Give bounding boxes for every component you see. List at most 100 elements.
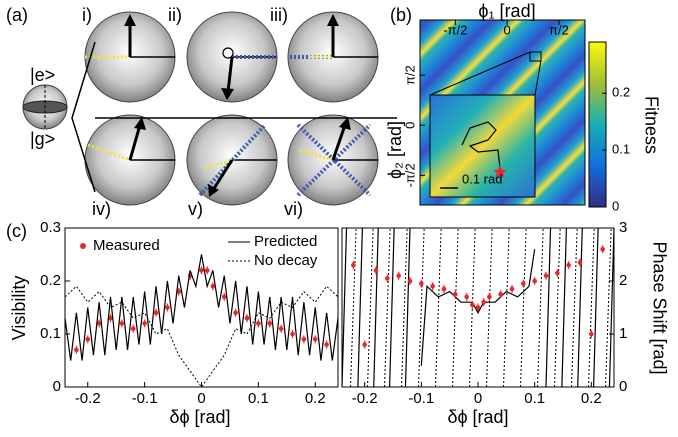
legend-label: Predicted (254, 233, 317, 250)
x-tick-label: -0.2 (352, 390, 378, 407)
y-tick-label: π/2 (402, 65, 417, 85)
panel-label: (c) (6, 221, 27, 241)
data-point (521, 281, 526, 286)
x-axis-label: δϕ [rad] (169, 407, 230, 427)
data-point (142, 321, 147, 326)
data-point (204, 268, 210, 273)
data-point (119, 321, 125, 326)
data-point (487, 294, 492, 300)
data-point (199, 268, 204, 273)
data-point (153, 310, 159, 316)
data-point (244, 315, 250, 321)
data-point (221, 294, 227, 300)
data-point (233, 310, 238, 316)
data-point (481, 299, 486, 305)
bloch-spheres (22, 11, 397, 206)
data-point (385, 276, 390, 281)
data-point (324, 342, 329, 347)
heatmap-frame (419, 19, 586, 206)
x-axis-label: δϕ [rad] (447, 407, 508, 427)
y2-axis-label: Phase Shift [rad] (649, 241, 669, 374)
subpanel-label: v) (188, 199, 203, 219)
state-label: |g> (30, 129, 55, 149)
data-point (532, 278, 537, 284)
data-point (176, 289, 182, 294)
data-point (312, 337, 318, 342)
data-point (464, 294, 469, 300)
data-point (407, 278, 413, 284)
data-point (210, 284, 216, 289)
x-tick-label: 0.2 (581, 390, 602, 407)
x-axis-label: ϕ₁ [rad] (478, 1, 535, 21)
inset-scale-label: 0.1 rad (462, 171, 502, 186)
legend-marker (80, 243, 86, 249)
y-tick-label: 0.3 (40, 219, 61, 236)
panel-label: (a) (6, 5, 28, 25)
data-point (278, 326, 284, 332)
data-point (470, 302, 475, 308)
data-point (566, 262, 571, 268)
x-tick-label: π/2 (549, 22, 569, 37)
legend-label: Measured (93, 237, 160, 254)
panel-label: (b) (390, 5, 412, 25)
data-point (498, 291, 503, 297)
x-tick-label: 0 (197, 390, 205, 407)
data-point (475, 305, 481, 310)
state-label: |e> (30, 65, 55, 85)
data-point (267, 321, 273, 326)
line-series (64, 285, 339, 388)
line-series (64, 254, 339, 361)
colorbar-tick-label: 0.2 (612, 85, 630, 100)
data-point (85, 337, 91, 342)
data-point (396, 273, 401, 279)
data-point (430, 284, 435, 289)
y-tick-label: -π/2 (402, 163, 417, 187)
x-tick-label: 0.2 (305, 390, 326, 407)
y-axis-label: ϕ₂ [rad] (385, 121, 405, 179)
data-point (600, 246, 605, 252)
data-point (108, 315, 113, 321)
y2-tick-label: 0 (619, 378, 627, 395)
subpanel-label: vi) (284, 199, 303, 219)
colorbar-tick-label: 0.1 (612, 142, 630, 157)
data-point (555, 270, 560, 276)
x-tick-label: -0.1 (132, 390, 158, 407)
y2-tick-label: 3 (619, 219, 627, 236)
x-tick-label: 0 (474, 390, 482, 407)
x-tick-label: -0.1 (408, 390, 434, 407)
data-point (362, 342, 367, 347)
data-point (301, 337, 307, 342)
colorbar (588, 41, 607, 208)
y2-tick-label: 1 (619, 325, 627, 342)
subpanel-label: i) (82, 5, 92, 25)
data-point (589, 331, 594, 337)
line-series (341, 227, 615, 388)
data-point (351, 262, 356, 268)
x-tick-label: 0.1 (524, 390, 545, 407)
data-point (441, 286, 447, 292)
data-point (373, 268, 379, 273)
data-point (419, 281, 424, 286)
y-tick-label: 0 (402, 122, 417, 129)
y-axis-label: Visibility (9, 276, 29, 341)
x-tick-label: -π/2 (443, 22, 467, 37)
y-tick-label: 0.1 (40, 325, 61, 342)
data-point (577, 260, 583, 265)
colorbar-label: Fitness (641, 96, 661, 154)
data-point (130, 326, 136, 332)
data-point (509, 286, 515, 292)
x-tick-label: -0.2 (75, 390, 101, 407)
y2-tick-label: 2 (619, 272, 627, 289)
inset (429, 51, 542, 198)
y-tick-label: 0.2 (40, 272, 61, 289)
data-point (543, 273, 549, 279)
data-point (290, 331, 295, 337)
subpanel-label: ii) (168, 5, 182, 25)
colorbar-tick-label: 0 (612, 198, 619, 213)
legend-label: No decay (254, 252, 318, 269)
x-tick-label: 0 (504, 22, 511, 37)
data-point (96, 321, 102, 326)
data-point (453, 291, 458, 297)
data-point (74, 347, 79, 353)
